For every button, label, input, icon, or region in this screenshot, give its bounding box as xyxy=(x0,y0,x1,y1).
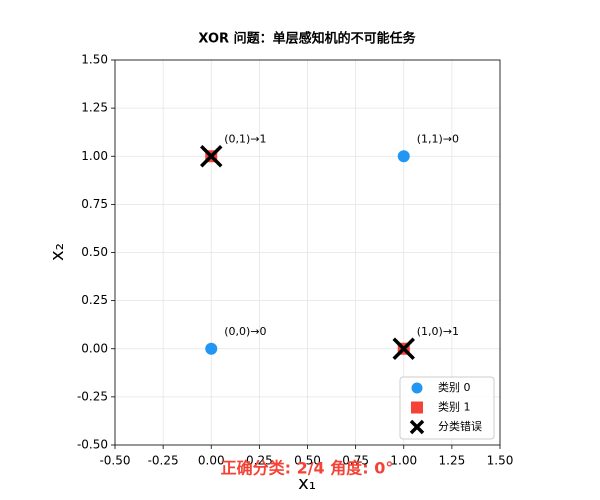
y-tick-label: 1.25 xyxy=(81,101,108,115)
y-tick-label: 0.00 xyxy=(81,341,108,355)
y-tick-label: 0.25 xyxy=(81,293,108,307)
x-axis-label: x₁ xyxy=(298,473,316,494)
legend-box xyxy=(399,376,495,440)
y-tick-label: 0.75 xyxy=(81,197,108,211)
legend-marker xyxy=(409,419,425,435)
x-tick-label: 1.00 xyxy=(390,454,417,468)
x-tick-label: -0.25 xyxy=(148,454,179,468)
x-tick-label: 0.50 xyxy=(294,454,321,468)
x-tick-label: 0.75 xyxy=(342,454,369,468)
point xyxy=(397,150,410,163)
plot-frame xyxy=(114,59,501,446)
x-tick-label: 0.00 xyxy=(198,454,225,468)
point xyxy=(205,342,218,355)
point xyxy=(200,145,223,168)
chart-title: XOR 问题：单层感知机的不可能任务 xyxy=(198,31,416,47)
annotation: (1,0)→1 xyxy=(417,325,459,338)
footer-text: 正确分类: 2/4 角度: 0° xyxy=(221,459,394,478)
legend-marker xyxy=(411,401,423,414)
y-tick-label: -0.50 xyxy=(77,438,108,452)
x-tick-label: 1.50 xyxy=(487,454,514,468)
x-tick-label: 1.25 xyxy=(439,454,466,468)
point xyxy=(392,337,415,360)
annotation: (1,1)→0 xyxy=(417,132,459,145)
y-tick-label: 1.00 xyxy=(81,149,108,163)
x-tick-label: 0.25 xyxy=(246,454,273,468)
y-axis-label: x₂ xyxy=(47,243,68,261)
legend-label: 分类错误 xyxy=(438,419,482,433)
legend-label: 类别 1 xyxy=(438,400,471,414)
y-tick-label: -0.25 xyxy=(77,389,108,403)
annotation: (0,0)→0 xyxy=(224,325,266,338)
y-tick-label: 0.50 xyxy=(81,245,108,259)
legend-marker xyxy=(411,382,423,394)
annotation: (0,1)→1 xyxy=(224,132,266,145)
legend-label: 类别 0 xyxy=(438,380,471,394)
y-tick-label: 1.50 xyxy=(81,53,108,67)
x-tick-label: -0.50 xyxy=(99,454,130,468)
